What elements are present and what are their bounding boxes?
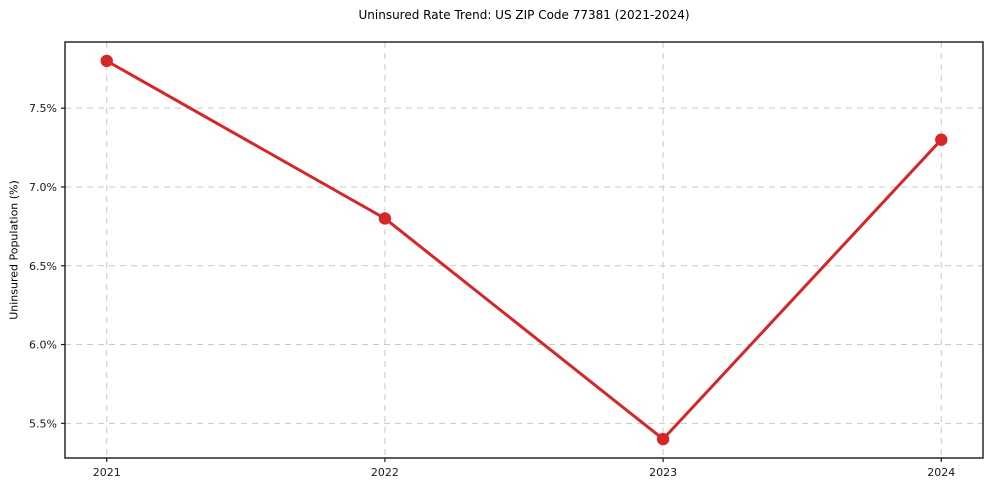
plot-frame	[64, 41, 984, 459]
x-tick-label: 2023	[649, 466, 677, 479]
y-tick-label: 7.5%	[29, 102, 57, 115]
y-tick-label: 7.0%	[29, 181, 57, 194]
data-point-marker	[935, 133, 948, 146]
y-tick-label: 6.0%	[29, 339, 57, 352]
chart-title: Uninsured Rate Trend: US ZIP Code 77381 …	[358, 8, 690, 22]
y-tick-label: 6.5%	[29, 260, 57, 273]
data-point-marker	[378, 212, 392, 225]
y-tick-label: 5.5%	[29, 417, 57, 430]
data-point-marker	[100, 54, 113, 68]
x-tick-label: 2021	[93, 466, 121, 479]
x-tick-label: 2022	[371, 466, 399, 479]
trend-line	[105, 59, 943, 441]
x-tick-label: 2024	[927, 466, 955, 479]
data-point-marker	[656, 432, 670, 446]
